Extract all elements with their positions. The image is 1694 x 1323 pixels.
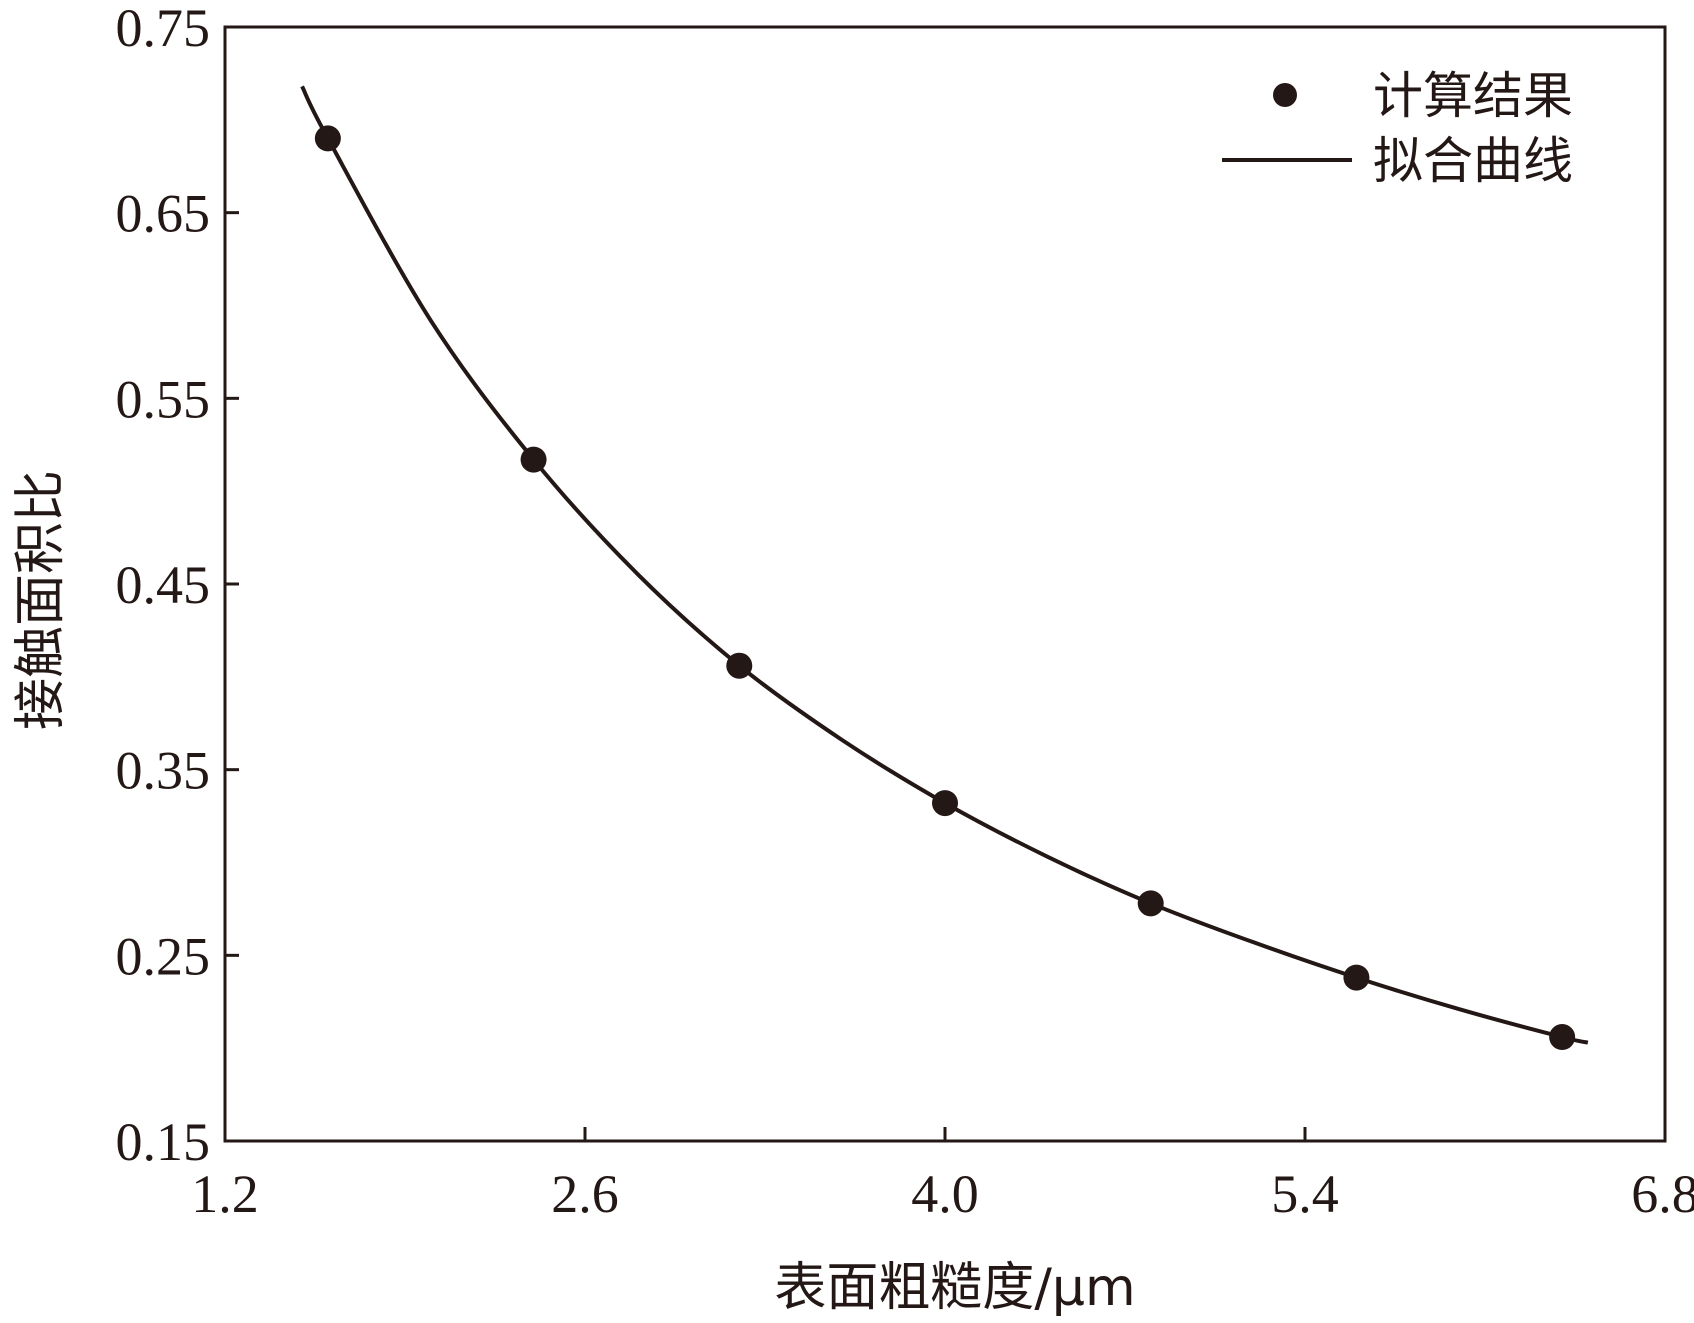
y-tick-label-2: 0.35: [116, 741, 211, 801]
y-tick-label-1: 0.25: [116, 926, 211, 986]
plot-frame: [223, 25, 1667, 1143]
y-tick-label-0: 0.15: [116, 1112, 211, 1172]
x-tick-label-0: 1.2: [191, 1164, 259, 1224]
legend-label-line: 拟合曲线: [1373, 132, 1573, 190]
y-tick-label-4: 0.55: [116, 369, 211, 429]
y-axis-title: 接触面积比: [11, 470, 71, 730]
legend: 计算结果 拟合曲线: [1222, 67, 1573, 190]
x-axis-title: 表面粗糙度/μm: [774, 1258, 1135, 1318]
data-point-0: [314, 125, 341, 152]
data-point-6: [1549, 1024, 1576, 1051]
y-tick-label-3: 0.45: [116, 555, 211, 615]
data-point-2: [726, 652, 753, 679]
y-tick-label-5: 0.65: [116, 184, 211, 244]
series-line-fit-curve: [300, 85, 1589, 1045]
legend-label-points: 计算结果: [1373, 67, 1573, 125]
legend-marker-points: [1273, 83, 1297, 107]
axis-ticks: [225, 211, 1307, 1141]
x-tick-label-1: 2.6: [551, 1164, 619, 1224]
x-tick-label-3: 5.4: [1271, 1164, 1339, 1224]
data-point-1: [520, 446, 547, 473]
axis-tick-labels: 1.2 2.6 4.0 5.4 6.8 0.15 0.25 0.35 0.45 0.55 0.65 0…: [116, 0, 1694, 1224]
x-tick-label-4: 6.8: [1631, 1164, 1694, 1224]
data-point-4: [1137, 890, 1164, 917]
x-tick-label-2: 4.0: [911, 1164, 979, 1224]
y-tick-label-6: 0.75: [116, 0, 211, 58]
data-point-5: [1343, 964, 1370, 991]
series-points: [314, 125, 1576, 1051]
data-point-3: [932, 790, 958, 817]
